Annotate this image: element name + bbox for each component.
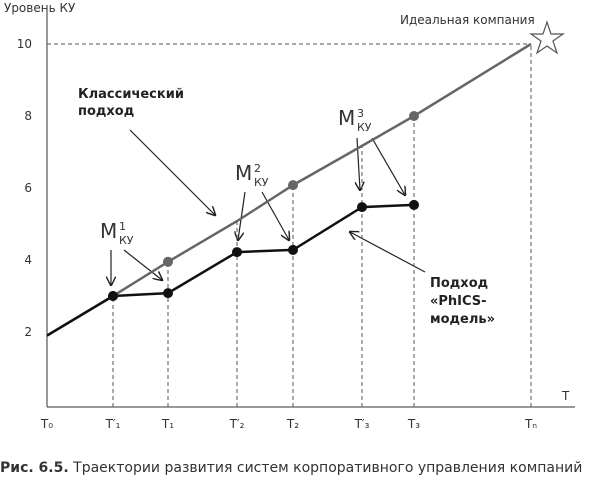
x-axis-label: T <box>561 389 570 403</box>
x-tick-label: T′₃ <box>354 417 370 431</box>
point <box>409 111 419 121</box>
point <box>357 202 367 213</box>
m-sup: 2 <box>254 162 261 175</box>
caption-text: Траектории развития систем корпоративног… <box>72 460 582 476</box>
phics-label: Подход <box>430 276 488 291</box>
classic-label: Классический <box>78 87 184 102</box>
y-axis-label: Уровень КУ <box>4 1 76 15</box>
m-label: M <box>338 106 355 130</box>
y-tick-label: 4 <box>24 253 32 267</box>
m-sup: 3 <box>357 107 364 120</box>
star <box>529 20 565 55</box>
point <box>163 288 173 299</box>
arrow <box>238 191 246 240</box>
m-sub: КУ <box>357 121 372 134</box>
m-sub: КУ <box>119 234 134 247</box>
point <box>409 199 419 210</box>
point <box>288 180 298 191</box>
x-tick-label: T₁ <box>161 417 174 431</box>
point <box>288 244 298 255</box>
caption-label: Рис. 6.5. <box>0 460 69 476</box>
x-tick-label: T₂ <box>286 417 299 431</box>
m-label: M <box>100 219 117 243</box>
phics-label: модель» <box>430 312 495 327</box>
m-label: M <box>235 161 252 185</box>
phics-label: «PhICS- <box>430 294 487 309</box>
classic-label: подход <box>78 104 134 119</box>
arrow <box>123 249 162 280</box>
x-tick-label: T′₂ <box>229 417 245 431</box>
series-line <box>46 42 532 337</box>
ideal-label: Идеальная компания <box>400 13 535 27</box>
y-tick-label: 2 <box>24 325 32 339</box>
y-tick-label: 10 <box>17 37 32 51</box>
caption: Рис. 6.5. Траектории развития систем кор… <box>0 460 582 476</box>
m-sub: КУ <box>254 176 269 189</box>
arrow <box>261 191 289 240</box>
arrow <box>357 137 360 190</box>
point <box>108 291 118 301</box>
y-tick-label: 6 <box>24 181 32 195</box>
m-sup: 1 <box>119 220 126 233</box>
x-tick-label: Tₙ <box>524 417 537 431</box>
x-tick-label: T′₁ <box>105 417 121 431</box>
x-tick-label: T₀ <box>40 417 53 431</box>
point <box>163 256 173 267</box>
arrow <box>129 129 215 215</box>
y-tick-label: 8 <box>24 109 32 123</box>
arrow <box>371 137 405 195</box>
point <box>232 247 242 258</box>
x-tick-label: T₃ <box>407 417 420 431</box>
